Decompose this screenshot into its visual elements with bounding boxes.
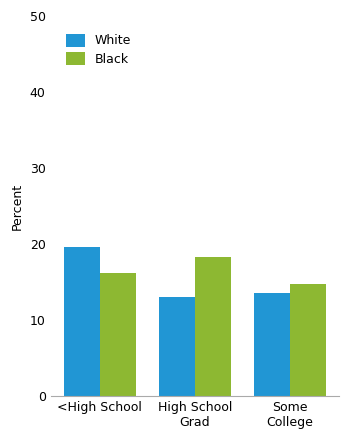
Bar (100, 273, 136, 396)
Bar (64, 247, 100, 396)
Bar (254, 293, 290, 396)
Legend: White, Black: White, Black (63, 30, 135, 70)
Bar (290, 283, 326, 396)
Y-axis label: Percent: Percent (11, 183, 24, 230)
Bar (159, 297, 195, 396)
Bar (195, 257, 231, 396)
